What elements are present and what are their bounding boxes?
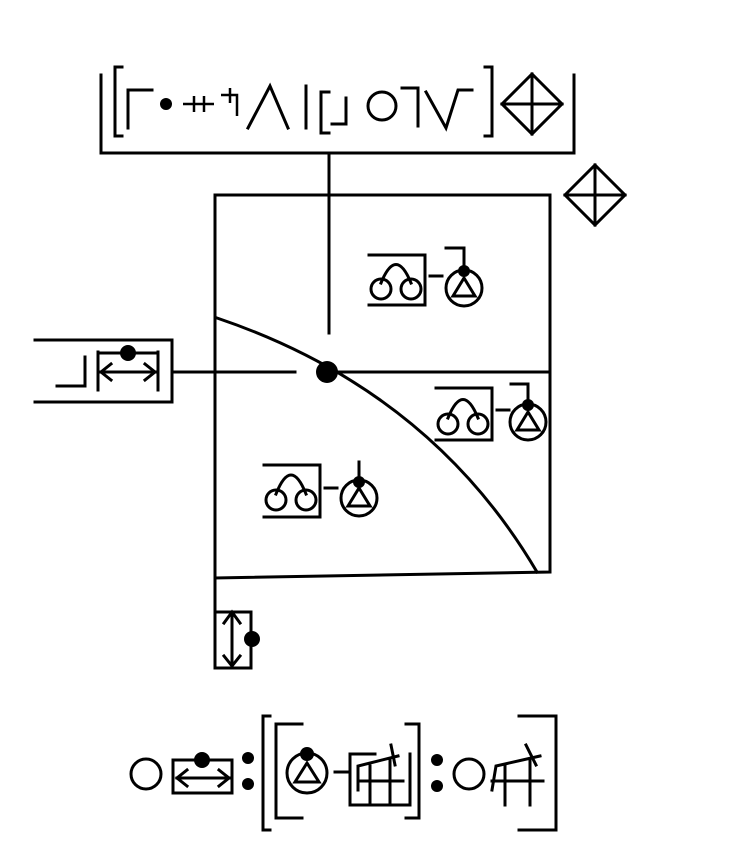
- header-diamond-icon: [499, 71, 565, 137]
- header-glyph-cross: [183, 96, 214, 112]
- footer-circle-left: [129, 757, 163, 791]
- bottom-arrow-box: [213, 576, 260, 670]
- footer-circle-right: [452, 757, 486, 791]
- header-inner-bracket: [319, 90, 348, 135]
- footer-inner-bracket-close: [404, 722, 421, 820]
- footer-bracket-close: [517, 714, 558, 832]
- footer-circle-triangle: [285, 747, 329, 795]
- header-glyph-hook-right: [400, 86, 420, 128]
- panel-junction-dot: [316, 361, 338, 383]
- footer-colon-dot: [242, 752, 254, 764]
- header-glyph-hook: [221, 88, 239, 116]
- footer-grid-icon: [490, 742, 545, 807]
- footer-colon-dot: [431, 754, 443, 766]
- header-notation-box: [99, 65, 576, 155]
- left-arm-symbol: [33, 338, 297, 404]
- main-panel: [213, 193, 552, 580]
- footer-bracket-open: [261, 714, 272, 832]
- footer-colon-dot: [431, 780, 443, 792]
- corner-diamond-icon: [562, 162, 628, 228]
- header-glyph-circle: [366, 90, 398, 122]
- panel-symbol-right: [434, 382, 548, 442]
- header-glyph-caret: [245, 82, 290, 131]
- header-glyph-check: [423, 88, 474, 132]
- panel-symbol-top: [367, 246, 484, 308]
- footer-arrow-box: [171, 752, 234, 795]
- footer-colon-dot: [242, 778, 254, 790]
- footer-inner-bracket-open: [274, 722, 304, 820]
- header-glyph-dot: [160, 98, 172, 110]
- footer-grid-box: [348, 743, 412, 807]
- panel-symbol-bottom: [262, 460, 379, 519]
- footer-sequence: [129, 714, 558, 832]
- panel-curve: [215, 316, 540, 575]
- header-glyph-corner: [126, 88, 154, 130]
